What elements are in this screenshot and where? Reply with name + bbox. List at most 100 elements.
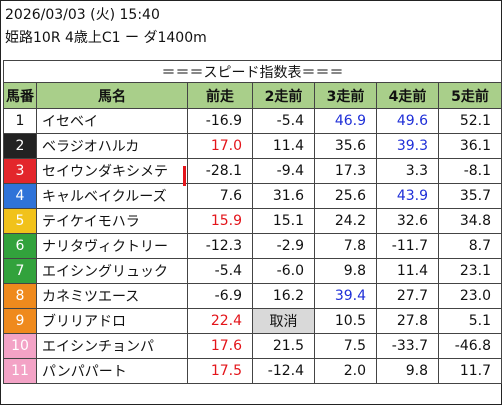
- speed-index-cell: 17.0: [187, 133, 253, 159]
- table-body: 1 イセベイ -16.9 -5.4 46.9 49.6 52.1 2 ベラジオハルカ 17.0 11…: [3, 108, 503, 384]
- table-title-row: ＝＝＝スピード指数表＝＝＝: [2, 60, 503, 83]
- speed-index-cell: 32.6: [376, 208, 439, 234]
- speed-index-cell: 17.5: [187, 358, 253, 384]
- speed-index-cell: 23.1: [437, 258, 503, 284]
- speed-index-cell: 3.3: [376, 158, 439, 184]
- table-title: ＝＝＝スピード指数表＝＝＝: [2, 60, 503, 83]
- table-row: 1 イセベイ -16.9 -5.4 46.9 49.6 52.1: [3, 108, 503, 134]
- horse-number-cell: 9: [3, 308, 37, 334]
- speed-index-cell: 11.4: [376, 258, 439, 284]
- speed-index-cell: 36.1: [437, 133, 503, 159]
- column-header-number: 馬番: [3, 82, 37, 109]
- horse-number-cell: 10: [3, 333, 37, 359]
- speed-index-cell: 34.8: [437, 208, 503, 234]
- horse-name-cell: パンパパート: [36, 358, 188, 384]
- speed-index-cell: 24.2: [314, 208, 377, 234]
- column-header-last-race: 前走: [187, 82, 253, 109]
- column-header-horse-name: 馬名: [36, 82, 188, 109]
- speed-index-table: ＝＝＝スピード指数表＝＝＝ 馬番 馬名 前走 2走前 3走前 4走前 5走前 1…: [2, 60, 503, 384]
- horse-name-cell: エイシンチョンパ: [36, 333, 188, 359]
- speed-index-cell: 7.5: [314, 333, 377, 359]
- race-info-label: 姫路10R 4歳上C1 ー ダ1400m: [5, 30, 207, 46]
- speed-index-cell: -12.4: [252, 358, 315, 384]
- speed-index-cell: 11.4: [252, 133, 315, 159]
- horse-number-cell: 1: [3, 108, 37, 134]
- horse-name-cell: ナリタヴィクトリー: [36, 233, 188, 259]
- table-row: 10 エイシンチョンパ 17.6 21.5 7.5 -33.7 -46.8: [3, 333, 503, 359]
- horse-number-cell: 2: [3, 133, 37, 159]
- speed-index-cell: 8.7: [437, 233, 503, 259]
- speed-index-cell: 17.6: [187, 333, 253, 359]
- column-header-4-races-ago: 4走前: [376, 82, 439, 109]
- horse-name-cell: カネミツエース: [36, 283, 188, 309]
- speed-index-cell: 49.6: [376, 108, 439, 134]
- horse-name-cell: キャルベイクルーズ: [36, 183, 188, 209]
- speed-index-cell: 35.7: [437, 183, 503, 209]
- speed-index-cell: -28.1: [187, 158, 253, 184]
- speed-index-cell: 39.3: [376, 133, 439, 159]
- speed-index-cell: 10.5: [314, 308, 377, 334]
- horse-number-cell: 8: [3, 283, 37, 309]
- speed-index-cell: -8.1: [437, 158, 503, 184]
- horse-name-cell: ベラジオハルカ: [36, 133, 188, 159]
- horse-name-cell: エイシングリュック: [36, 258, 188, 284]
- table-row: 11 パンパパート 17.5 -12.4 2.0 9.8 11.7: [3, 358, 503, 384]
- speed-index-cell: 16.2: [252, 283, 315, 309]
- speed-index-cell: 35.6: [314, 133, 377, 159]
- column-header-5-races-ago: 5走前: [437, 82, 503, 109]
- datetime-label: 2026/03/03 (火) 15:40: [5, 7, 160, 23]
- speed-index-cell: -2.9: [252, 233, 315, 259]
- horse-name-cell: イセベイ: [36, 108, 188, 134]
- speed-index-cell: 7.8: [314, 233, 377, 259]
- horse-number-cell: 4: [3, 183, 37, 209]
- speed-index-cell: 39.4: [314, 283, 377, 309]
- speed-index-cell: 25.6: [314, 183, 377, 209]
- speed-index-cell: 2.0: [314, 358, 377, 384]
- speed-index-cell: 46.9: [314, 108, 377, 134]
- speed-index-cell: 27.7: [376, 283, 439, 309]
- speed-index-cell: -6.9: [187, 283, 253, 309]
- speed-index-cell: 17.3: [314, 158, 377, 184]
- speed-index-cell: 23.0: [437, 283, 503, 309]
- speed-index-cell: -9.4: [252, 158, 315, 184]
- speed-index-cell: 52.1: [437, 108, 503, 134]
- speed-index-cell: -11.7: [376, 233, 439, 259]
- table-header-row: 馬番 馬名 前走 2走前 3走前 4走前 5走前: [3, 82, 503, 109]
- speed-index-cell: -5.4: [187, 258, 253, 284]
- table-row: 7 エイシングリュック -5.4 -6.0 9.8 11.4 23.1: [3, 258, 503, 284]
- table-row: 8 カネミツエース -6.9 16.2 39.4 27.7 23.0: [3, 283, 503, 309]
- table-row: 6 ナリタヴィクトリー -12.3 -2.9 7.8 -11.7 8.7: [3, 233, 503, 259]
- speed-index-cell: 22.4: [187, 308, 253, 334]
- horse-number-cell: 5: [3, 208, 37, 234]
- column-header-2-races-ago: 2走前: [252, 82, 315, 109]
- speed-index-cell: 27.8: [376, 308, 439, 334]
- speed-index-cell: 7.6: [187, 183, 253, 209]
- speed-index-cell: 15.1: [252, 208, 315, 234]
- speed-index-cell: 31.6: [252, 183, 315, 209]
- horse-number-cell: 7: [3, 258, 37, 284]
- table-row: 2 ベラジオハルカ 17.0 11.4 35.6 39.3 36.1: [3, 133, 503, 159]
- speed-index-cell: 15.9: [187, 208, 253, 234]
- speed-index-cell: 11.7: [437, 358, 503, 384]
- speed-index-cell: -5.4: [252, 108, 315, 134]
- horse-number-cell: 6: [3, 233, 37, 259]
- horse-name-cell: テイケイモハラ: [36, 208, 188, 234]
- table-row: 4 キャルベイクルーズ 7.6 31.6 25.6 43.9 35.7: [3, 183, 503, 209]
- speed-index-cell: 5.1: [437, 308, 503, 334]
- speed-index-cell: 9.8: [314, 258, 377, 284]
- table-row: 3 セイウンダキシメテ -28.1 -9.4 17.3 3.3 -8.1: [3, 158, 503, 184]
- table-row: 9 ブリリアドロ 22.4 取消 10.5 27.8 5.1: [3, 308, 503, 334]
- speed-index-cell: 21.5: [252, 333, 315, 359]
- speed-index-cell: -33.7: [376, 333, 439, 359]
- column-header-3-races-ago: 3走前: [314, 82, 377, 109]
- speed-index-cell: 取消: [252, 308, 315, 334]
- horse-number-cell: 3: [3, 158, 37, 184]
- horse-name-cell: セイウンダキシメテ: [36, 158, 188, 184]
- highlight-marker: [183, 166, 186, 186]
- speed-index-cell: -12.3: [187, 233, 253, 259]
- speed-index-cell: 43.9: [376, 183, 439, 209]
- horse-name-cell: ブリリアドロ: [36, 308, 188, 334]
- table-row: 5 テイケイモハラ 15.9 15.1 24.2 32.6 34.8: [3, 208, 503, 234]
- horse-number-cell: 11: [3, 358, 37, 384]
